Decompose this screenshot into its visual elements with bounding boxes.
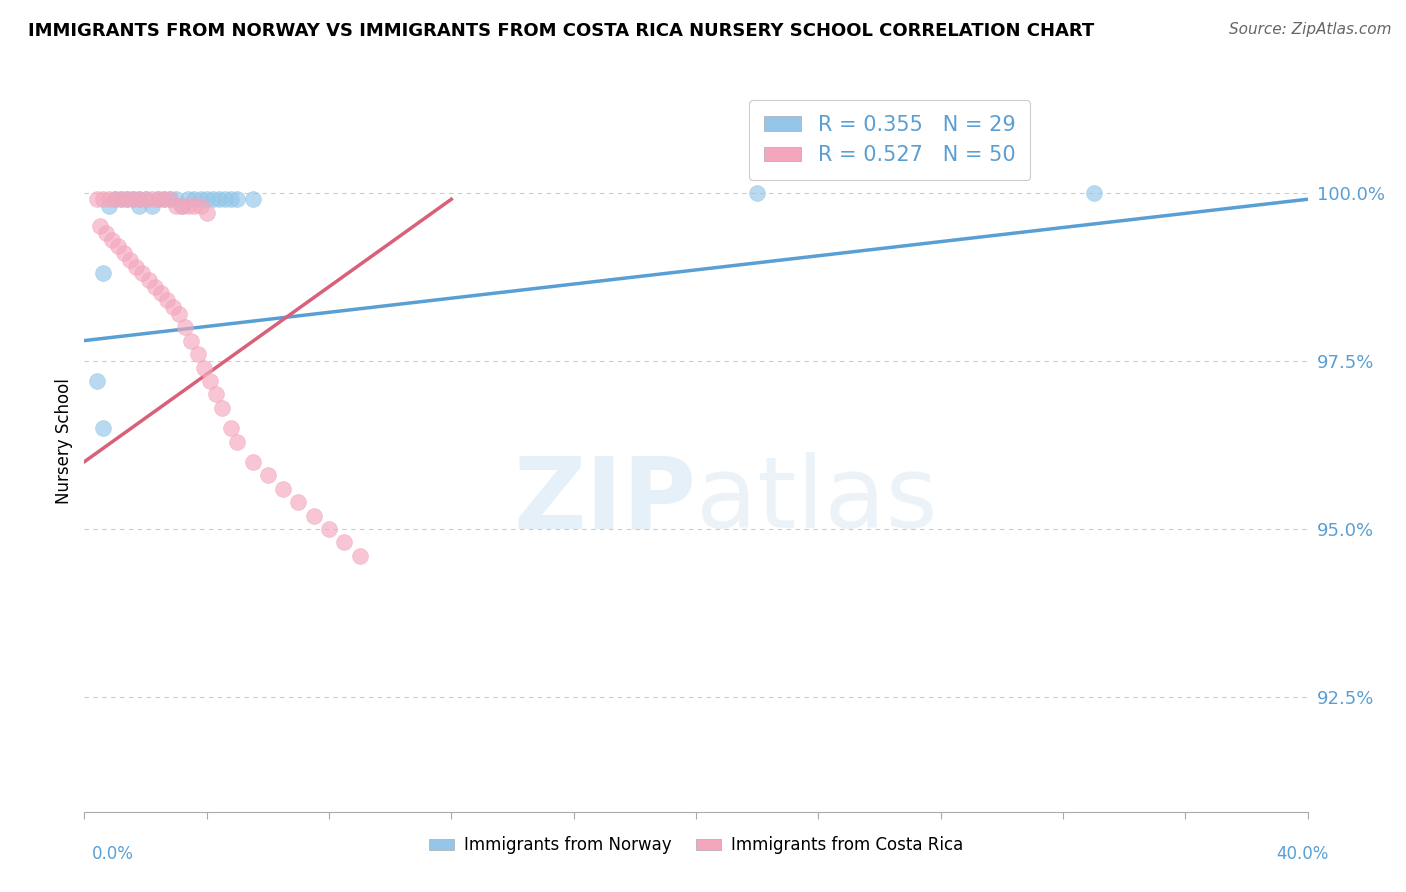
Point xyxy=(122,192,145,206)
Point xyxy=(156,293,179,308)
Point xyxy=(110,192,132,206)
Point xyxy=(177,192,200,206)
Point xyxy=(257,468,280,483)
Point xyxy=(143,279,166,293)
Point xyxy=(159,192,181,206)
Point xyxy=(214,192,236,206)
Point xyxy=(115,192,138,206)
Point xyxy=(138,273,160,287)
Point xyxy=(349,549,371,563)
Point xyxy=(208,192,231,206)
Point xyxy=(125,260,148,274)
Point xyxy=(159,192,181,206)
Point xyxy=(110,192,132,206)
Point xyxy=(190,192,212,206)
Point xyxy=(115,192,138,206)
Point xyxy=(120,252,142,267)
Point xyxy=(112,246,135,260)
Point xyxy=(97,192,120,206)
Point xyxy=(193,360,215,375)
Point xyxy=(104,192,127,206)
Text: 40.0%: 40.0% xyxy=(1277,846,1329,863)
Point xyxy=(131,266,153,280)
Point xyxy=(141,192,163,206)
Text: Source: ZipAtlas.com: Source: ZipAtlas.com xyxy=(1229,22,1392,37)
Legend: Immigrants from Norway, Immigrants from Costa Rica: Immigrants from Norway, Immigrants from … xyxy=(420,828,972,863)
Point xyxy=(226,434,249,449)
Point xyxy=(271,482,294,496)
Point xyxy=(183,199,205,213)
Point xyxy=(91,266,114,280)
Point xyxy=(201,192,224,206)
Point xyxy=(318,522,340,536)
Point xyxy=(195,205,218,219)
Point xyxy=(146,192,169,206)
Point xyxy=(91,421,114,435)
Point xyxy=(333,535,356,549)
Point xyxy=(183,192,205,206)
Point xyxy=(180,334,202,348)
Point xyxy=(149,286,172,301)
Point xyxy=(211,401,233,415)
Point xyxy=(128,192,150,206)
Point xyxy=(153,192,176,206)
Point xyxy=(104,192,127,206)
Point xyxy=(287,495,309,509)
Point xyxy=(97,199,120,213)
Point xyxy=(172,199,194,213)
Point xyxy=(128,199,150,213)
Point xyxy=(219,421,242,435)
Point xyxy=(219,192,242,206)
Y-axis label: Nursery School: Nursery School xyxy=(55,378,73,505)
Point xyxy=(94,226,117,240)
Point xyxy=(172,199,194,213)
Point xyxy=(165,192,187,206)
Point xyxy=(153,192,176,206)
Text: IMMIGRANTS FROM NORWAY VS IMMIGRANTS FROM COSTA RICA NURSERY SCHOOL CORRELATION : IMMIGRANTS FROM NORWAY VS IMMIGRANTS FRO… xyxy=(28,22,1094,40)
Point xyxy=(165,199,187,213)
Point xyxy=(128,192,150,206)
Point xyxy=(177,199,200,213)
Text: ZIP: ZIP xyxy=(513,452,696,549)
Point xyxy=(174,320,197,334)
Point xyxy=(205,387,228,401)
Text: atlas: atlas xyxy=(696,452,938,549)
Point xyxy=(226,192,249,206)
Point xyxy=(86,192,108,206)
Point xyxy=(89,219,111,234)
Point xyxy=(141,199,163,213)
Point xyxy=(190,199,212,213)
Point xyxy=(122,192,145,206)
Point xyxy=(242,455,264,469)
Point xyxy=(146,192,169,206)
Point xyxy=(101,233,124,247)
Point xyxy=(186,347,208,361)
Text: 0.0%: 0.0% xyxy=(91,846,134,863)
Point xyxy=(1083,186,1105,200)
Point xyxy=(198,374,221,388)
Point xyxy=(242,192,264,206)
Point xyxy=(86,374,108,388)
Point xyxy=(135,192,157,206)
Point xyxy=(302,508,325,523)
Point xyxy=(747,186,769,200)
Point xyxy=(135,192,157,206)
Point xyxy=(162,300,184,314)
Point xyxy=(195,192,218,206)
Point xyxy=(91,192,114,206)
Point xyxy=(107,239,129,253)
Point xyxy=(167,307,190,321)
